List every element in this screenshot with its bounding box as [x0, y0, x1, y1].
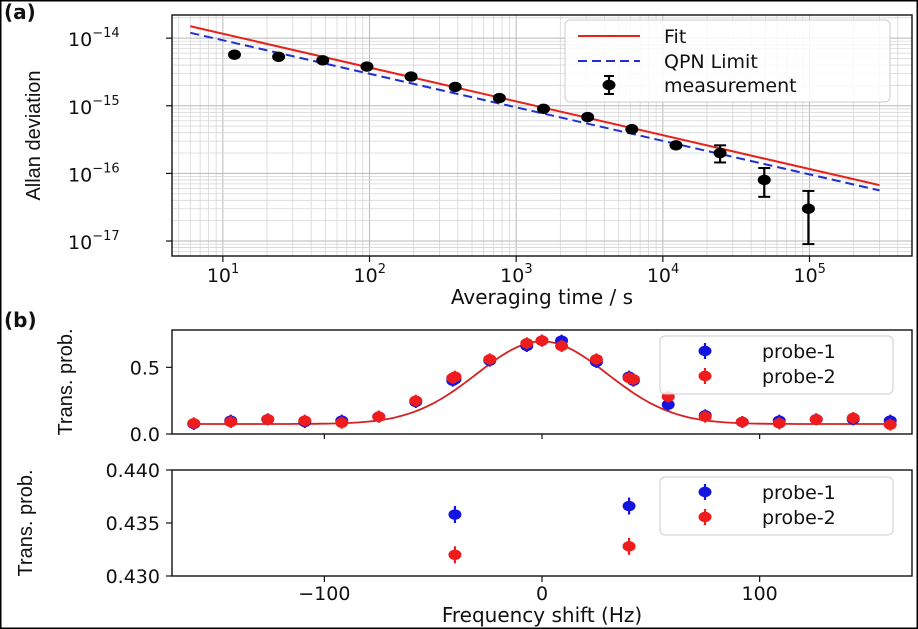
x-tick-label: 104 [647, 262, 679, 287]
plot-a-frame [171, 14, 913, 257]
measurement-point [360, 61, 374, 72]
y-axis-label: Trans. prob. [15, 469, 37, 576]
point-probe-2 [622, 541, 636, 552]
legend-box [659, 476, 894, 536]
panel-label-b: (b) [4, 308, 37, 332]
y-tick-label: 0.430 [106, 566, 160, 588]
measurement-point [404, 71, 418, 82]
x-axis-label: Frequency shift (Hz) [442, 603, 642, 627]
x-tick-label: 101 [207, 262, 239, 287]
point-probe-2 [224, 416, 238, 428]
legend-marker-measurement [602, 79, 616, 91]
point-probe-2 [535, 335, 549, 346]
point-probe-2 [555, 340, 569, 352]
y-tick-label: 10−17 [68, 229, 120, 254]
y-tick-label: 10−15 [68, 94, 120, 119]
measurement-point [801, 203, 815, 214]
point-probe-2 [735, 416, 749, 428]
point-probe-2 [372, 411, 386, 422]
point-probe-2 [883, 419, 897, 430]
measurement-point [227, 49, 241, 60]
measurement-point [757, 174, 771, 186]
y-tick-label: 0.440 [106, 460, 160, 482]
point-probe-2 [409, 395, 423, 406]
y-tick-label: 0.0 [130, 424, 160, 446]
measurement-point [581, 111, 595, 123]
y-tick-label: 10−14 [68, 26, 120, 51]
point-probe-2 [298, 415, 312, 426]
measurement-point [448, 81, 462, 93]
point-probe-2 [626, 374, 640, 385]
series-line-qpn-limit [190, 31, 880, 192]
point-probe-2 [809, 414, 823, 425]
x-tick-label: 0 [536, 583, 548, 605]
measurement-point [272, 51, 286, 62]
legend-marker-probe-2 [698, 370, 712, 382]
legend-label-probe-1: probe-1 [762, 341, 836, 363]
plot-b-bottom: −100 0 100 0.430 0.435 0.440 Frequency shift (… [15, 460, 913, 627]
series-line-fit [190, 25, 880, 187]
measurement-point [492, 92, 506, 104]
point-probe-2 [187, 418, 201, 429]
plot-b-top: 0.0 0.5 Trans. prob. probe-1 probe-2 [55, 328, 913, 446]
legend-b-bottom: probe-1 probe-2 [659, 476, 894, 536]
point-probe-2 [698, 411, 712, 422]
legend-box [564, 19, 891, 103]
legend-label-probe-2: probe-2 [762, 366, 836, 388]
point-probe-2 [261, 414, 275, 425]
point-probe-2 [589, 354, 603, 365]
point-probe-2 [846, 412, 860, 424]
y-tick-label: 10−16 [68, 161, 120, 186]
x-axis-label: Averaging time / s [451, 285, 633, 309]
measurement-point [316, 55, 330, 66]
point-probe-2 [448, 549, 462, 560]
y-tick-label: 0.5 [130, 357, 160, 379]
point-probe-2 [483, 354, 497, 365]
x-tick-label: 100 [742, 583, 778, 605]
legend-marker-probe-1 [698, 345, 712, 357]
legend-label-fit: Fit [664, 26, 686, 48]
y-tick-label: 0.435 [106, 513, 160, 535]
point-probe-1 [448, 509, 462, 520]
legend-label-probe-1: probe-1 [762, 482, 836, 504]
legend-label-measurement: measurement [664, 75, 797, 97]
point-probe-2 [520, 338, 534, 349]
point-probe-1 [622, 500, 636, 512]
legend-b-top: probe-1 probe-2 [659, 335, 894, 395]
x-tick-label: 103 [500, 262, 532, 287]
legend-marker-probe-1 [698, 486, 712, 498]
panel-label-a: (a) [4, 0, 36, 24]
measurement-point [537, 103, 551, 115]
plot-a: 101 102 103 104 105 10−14 10−15 10−16 10−17 Avera… [23, 14, 913, 309]
legend-marker-probe-2 [698, 511, 712, 523]
legend-label-qpn: QPN Limit [664, 51, 758, 73]
point-probe-2 [335, 417, 349, 428]
measurement-point [713, 147, 727, 159]
legend-label-probe-2: probe-2 [762, 507, 836, 529]
point-probe-1 [661, 399, 675, 410]
measurement-point [625, 124, 639, 135]
legend-box [659, 335, 894, 395]
x-tick-label: 105 [793, 262, 825, 287]
y-axis-label: Trans. prob. [55, 328, 77, 435]
x-tick-label: −100 [298, 583, 350, 605]
y-axis-label: Allan deviation [23, 70, 45, 200]
point-probe-2 [448, 371, 462, 382]
point-probe-2 [772, 418, 786, 429]
x-tick-label: 102 [354, 262, 386, 287]
measurement-point [669, 140, 683, 151]
